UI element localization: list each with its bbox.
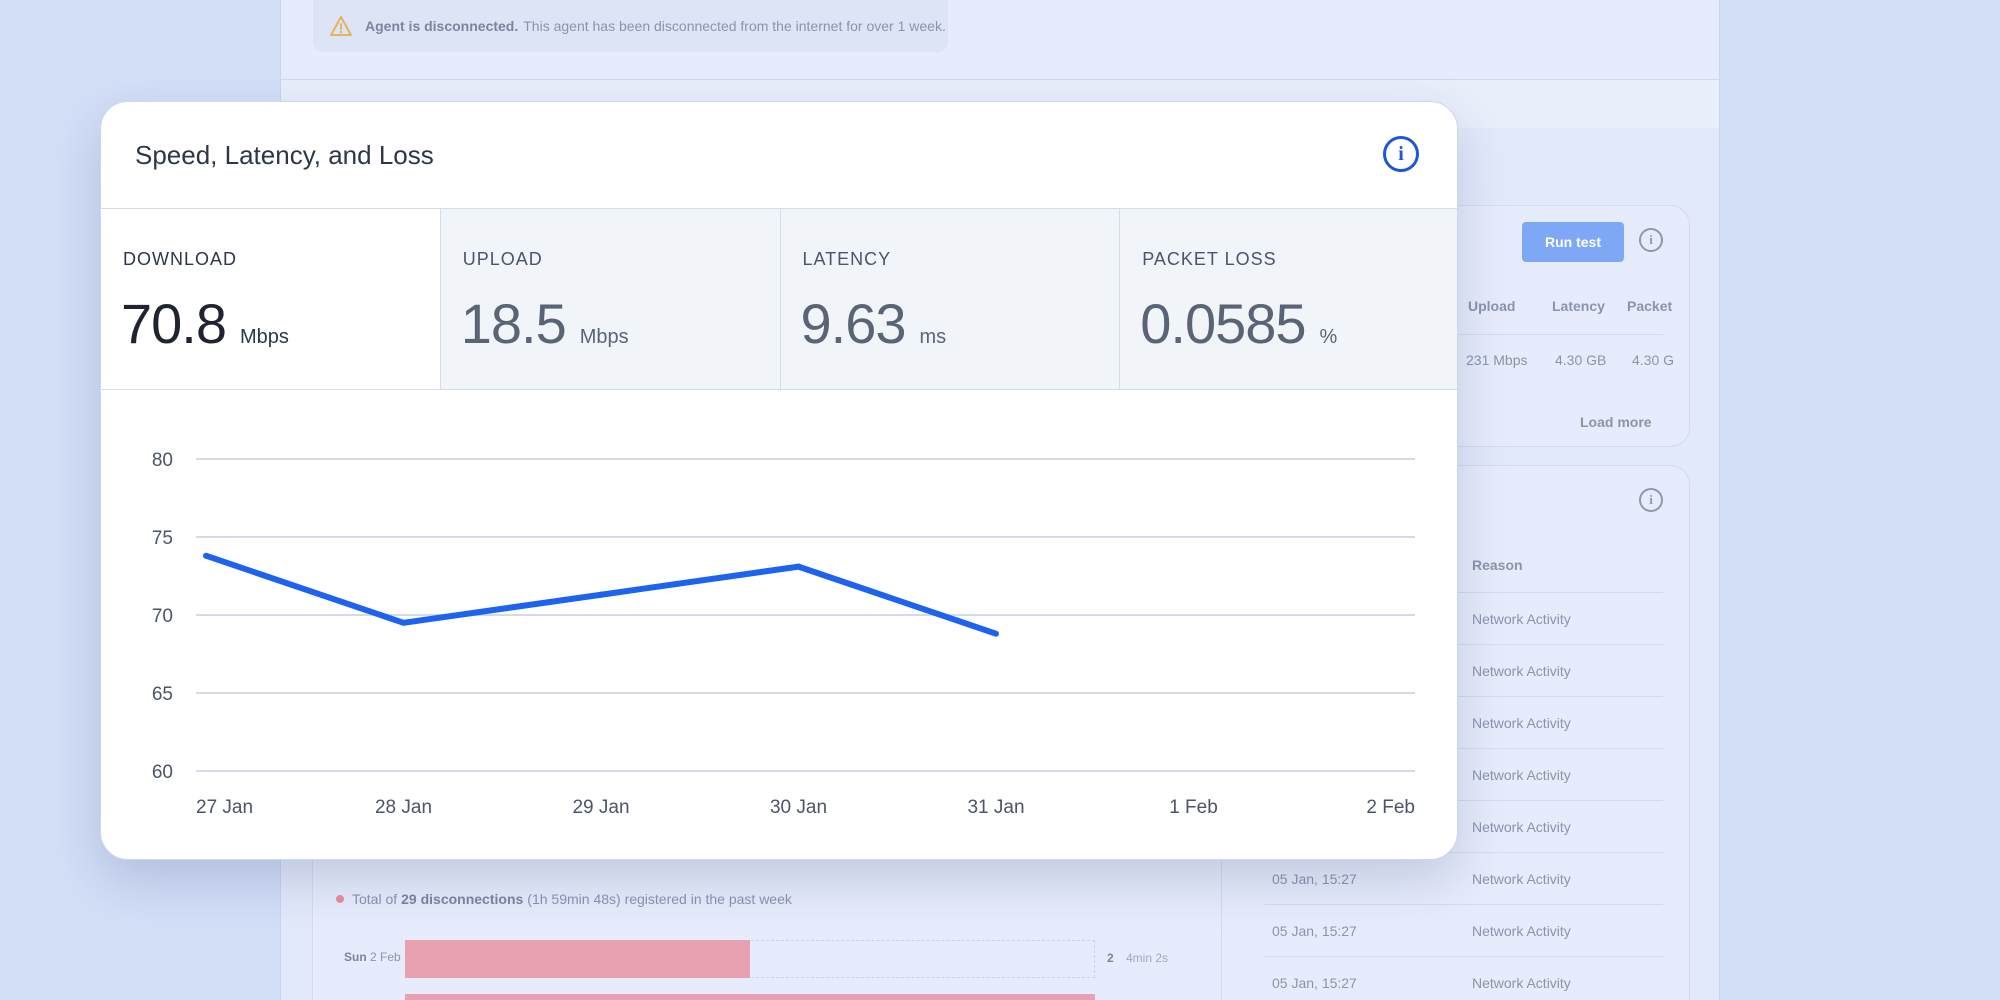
summary-prefix: Total of (352, 891, 398, 907)
chart-svg: 80 75 70 65 60 27 Jan 28 Jan 29 Jan 30 Jan 31 Jan… (152, 450, 1415, 818)
metric-value-group: 9.63 ms (801, 291, 947, 356)
table-row-reason: Network Activity (1472, 715, 1571, 731)
row-divider (1265, 800, 1663, 801)
alert-title: Agent is disconnected. (365, 18, 519, 34)
x-tick-label: 27 Jan (196, 797, 253, 818)
table-cell: 4.30 G (1632, 352, 1675, 368)
x-tick-label: 29 Jan (572, 797, 629, 818)
table-row-reason: Network Activity (1472, 611, 1571, 627)
data-point[interactable] (598, 591, 604, 598)
row-divider (1265, 748, 1663, 749)
run-test-button[interactable]: Run test (1522, 222, 1624, 262)
metric-unit: Mbps (579, 326, 629, 348)
table-row-reason: Network Activity (1472, 767, 1571, 783)
metric-label: UPLOAD (462, 249, 543, 269)
day-label: Sun 2 Feb (344, 950, 401, 964)
table-row-reason: Network Activity (1472, 871, 1571, 887)
load-more-button[interactable]: Load more (1580, 414, 1652, 430)
metric-value-group: 70.8 Mbps (121, 291, 289, 356)
bar-count: 2 (1107, 951, 1114, 965)
data-point[interactable] (203, 552, 209, 559)
summary-suffix: (1h 59min 48s) registered in the past we… (527, 891, 792, 907)
column-header-latency: Latency (1552, 298, 1605, 314)
metric-value: 0.0585 (1140, 292, 1306, 355)
metric-value-group: 0.0585 % (1140, 291, 1337, 356)
table-row-date: 05 Jan, 15:27 (1272, 975, 1357, 991)
metrics-row: DOWNLOAD 70.8 Mbps UPLOAD 18.5 Mbps LATE… (101, 208, 1457, 390)
table-row-reason: Network Activity (1472, 923, 1571, 939)
row-divider (1265, 334, 1663, 335)
x-tick-label: 31 Jan (967, 797, 1024, 818)
y-tick-label: 60 (152, 762, 173, 783)
bar-duration: 4min 2s (1126, 951, 1169, 965)
day-date: 2 Feb (370, 950, 401, 964)
table-cell: 231 Mbps (1466, 352, 1528, 368)
x-tick-label: 1 Feb (1169, 797, 1218, 818)
metric-value-group: 18.5 Mbps (461, 291, 629, 356)
disconnection-bar[interactable] (405, 994, 1095, 1000)
metric-unit: % (1319, 326, 1338, 348)
data-point[interactable] (993, 630, 999, 637)
metric-packet-loss[interactable]: PACKET LOSS 0.0585 % (1119, 209, 1457, 389)
column-header-reason: Reason (1472, 557, 1523, 573)
table-row-reason: Network Activity (1472, 819, 1571, 835)
disconnected-alert: Agent is disconnected. This agent has be… (313, 0, 948, 52)
metric-upload[interactable]: UPLOAD 18.5 Mbps (439, 209, 780, 389)
metric-label: LATENCY (802, 249, 892, 269)
metric-value: 9.63 (800, 292, 907, 355)
column-header-upload: Upload (1468, 298, 1516, 314)
row-divider (1265, 904, 1663, 905)
metric-value: 18.5 (460, 292, 567, 355)
alert-message: This agent has been disconnected from th… (523, 18, 946, 34)
column-header-packet: Packet (1627, 298, 1673, 314)
data-point[interactable] (795, 563, 802, 570)
row-divider (1265, 644, 1663, 645)
warning-triangle-icon (330, 16, 352, 36)
info-circle-icon[interactable]: i (1639, 488, 1663, 512)
table-cell: 4.30 GB (1555, 352, 1607, 368)
table-row-date: 05 Jan, 15:27 (1272, 923, 1357, 939)
table-row-reason: Network Activity (1472, 975, 1571, 991)
disconnection-bar[interactable] (405, 940, 750, 978)
y-tick-label: 75 (152, 528, 173, 549)
row-divider (1265, 852, 1663, 853)
metric-unit: ms (919, 326, 947, 348)
info-circle-icon[interactable]: i (1383, 136, 1419, 172)
table-row-reason: Network Activity (1472, 663, 1571, 679)
x-tick-label: 30 Jan (770, 797, 827, 818)
metric-label: PACKET LOSS (1142, 249, 1277, 269)
line-chart: 80 75 70 65 60 27 Jan 28 Jan 29 Jan 30 Jan 31 Jan… (101, 390, 1457, 859)
speed-latency-loss-modal: Speed, Latency, and Loss i DOWNLOAD 70.8… (100, 101, 1458, 860)
metric-label: DOWNLOAD (123, 249, 238, 269)
table-row-date: 05 Jan, 15:27 (1272, 871, 1357, 887)
x-tick-label: 28 Jan (375, 797, 432, 818)
metric-latency[interactable]: LATENCY 9.63 ms (779, 209, 1120, 389)
y-tick-label: 65 (152, 684, 173, 705)
metric-download[interactable]: DOWNLOAD 70.8 Mbps (101, 209, 440, 389)
modal-title: Speed, Latency, and Loss (135, 140, 434, 170)
divider (281, 79, 1719, 80)
row-divider (1265, 696, 1663, 697)
metric-unit: Mbps (240, 326, 289, 348)
data-point[interactable] (400, 619, 407, 626)
row-divider (1265, 592, 1663, 593)
disconnections-summary: Total of 29 disconnections (1h 59min 48s… (336, 891, 792, 907)
y-tick-label: 80 (152, 450, 173, 471)
info-circle-icon[interactable]: i (1639, 228, 1663, 252)
summary-count: 29 disconnections (401, 891, 524, 907)
day-name: Sun (344, 950, 367, 964)
row-divider (1265, 956, 1663, 957)
y-tick-label: 70 (152, 606, 173, 627)
x-tick-label: 2 Feb (1366, 797, 1415, 818)
legend-dot (336, 895, 344, 903)
metric-value: 70.8 (121, 292, 227, 355)
